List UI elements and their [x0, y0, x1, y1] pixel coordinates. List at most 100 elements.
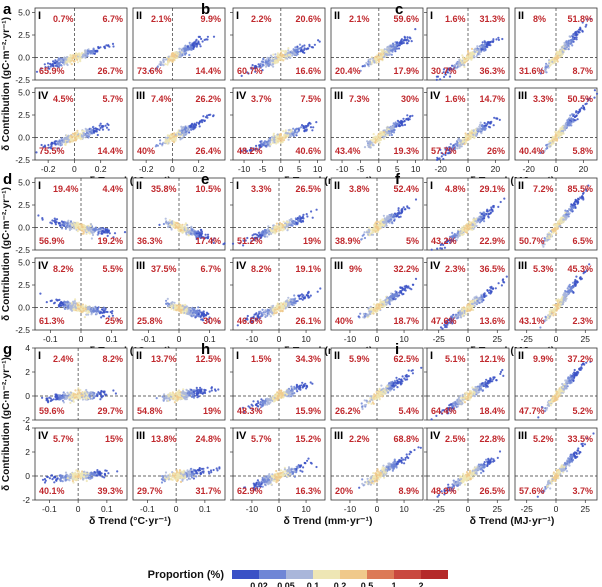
density-point [477, 130, 480, 133]
quadrant-numeral-d-IV: IV [38, 260, 49, 272]
pct-right-top-d-III: 6.7% [200, 264, 221, 274]
pct-left-top-d-III: 37.5% [151, 264, 177, 274]
density-point [273, 136, 276, 139]
density-point [63, 56, 66, 59]
density-point [173, 301, 176, 304]
pct-left-top-a-III: 7.4% [151, 94, 172, 104]
density-point [99, 311, 102, 314]
quadrant-numeral-a-I: I [38, 10, 41, 22]
quadrant-numeral-e-II: II [334, 180, 340, 192]
density-point [71, 132, 74, 135]
density-point [195, 38, 198, 42]
density-point [66, 63, 69, 67]
density-point [95, 130, 98, 133]
quadrant-numeral-a-II: II [136, 10, 142, 22]
density-point [180, 137, 183, 140]
pct-left-bot-d-III: 25.8% [137, 316, 163, 326]
density-point [89, 308, 92, 311]
density-point [202, 115, 205, 118]
density-point [182, 126, 185, 129]
pct-right-bot-e-II: 5% [406, 236, 419, 246]
density-point [574, 115, 577, 118]
density-point [387, 220, 390, 223]
density-point [174, 133, 177, 136]
density-point [484, 49, 487, 52]
density-point [400, 212, 403, 215]
density-point [100, 308, 104, 311]
density-point [400, 42, 403, 45]
density-point [187, 127, 190, 130]
density-point [389, 218, 392, 221]
density-point [73, 222, 76, 225]
pct-right-bot-a-III: 26.4% [195, 146, 221, 156]
density-point [197, 306, 200, 309]
density-point [570, 118, 574, 121]
density-point [66, 56, 69, 59]
density-point [583, 108, 586, 111]
density-point [318, 40, 321, 43]
density-point [123, 231, 127, 234]
density-point [411, 114, 414, 117]
density-point [475, 49, 479, 52]
density-point [436, 156, 439, 159]
density-point [577, 28, 581, 31]
pct-left-top-d-IV: 8.2% [53, 264, 74, 274]
density-point [286, 57, 289, 60]
density-point [311, 129, 314, 132]
density-point [264, 143, 267, 146]
density-point [382, 54, 385, 57]
density-point [207, 113, 210, 117]
density-point [546, 145, 549, 148]
density-point [54, 219, 57, 222]
density-point [77, 52, 80, 55]
density-point [50, 63, 53, 66]
density-point [81, 232, 84, 235]
density-point [190, 45, 193, 48]
density-point [483, 128, 486, 131]
density-point [86, 52, 89, 55]
density-point [381, 50, 384, 53]
density-point [371, 231, 374, 234]
density-point [69, 54, 72, 57]
density-point [65, 140, 68, 143]
density-point [57, 143, 60, 146]
pct-left-bot-c-II: 31.6% [519, 66, 545, 76]
density-point [564, 125, 567, 128]
density-point [482, 46, 485, 49]
density-point [63, 224, 66, 228]
density-point [76, 129, 79, 132]
density-point [261, 308, 264, 311]
density-point [269, 228, 272, 232]
density-point [567, 48, 570, 51]
pct-right-bot-b-II: 17.9% [393, 66, 419, 76]
quadrant-numeral-b-I: I [236, 10, 239, 22]
density-point [60, 143, 63, 146]
density-point [35, 70, 39, 73]
density-point [74, 134, 77, 137]
density-point [289, 135, 292, 138]
density-point [560, 126, 564, 129]
density-point [480, 43, 483, 47]
density-point [178, 133, 181, 136]
density-point [195, 121, 198, 124]
density-point [106, 230, 109, 233]
pct-right-top-c-I: 31.3% [479, 14, 505, 24]
density-point [223, 242, 226, 245]
density-point [312, 126, 315, 129]
density-point [377, 56, 380, 59]
x-tick-label: 0 [554, 164, 559, 174]
density-point [403, 123, 407, 126]
density-point [554, 137, 557, 140]
density-point [492, 38, 495, 41]
density-point [576, 30, 579, 33]
density-point [103, 45, 106, 48]
density-point [165, 140, 168, 143]
density-point [183, 130, 186, 133]
x-tick-label: -0.2 [41, 164, 56, 174]
density-point [309, 126, 313, 129]
density-point [403, 35, 406, 39]
density-point [74, 53, 77, 56]
density-point [458, 62, 461, 65]
density-point [179, 229, 183, 232]
pct-left-top-d-II: 35.8% [151, 184, 177, 194]
